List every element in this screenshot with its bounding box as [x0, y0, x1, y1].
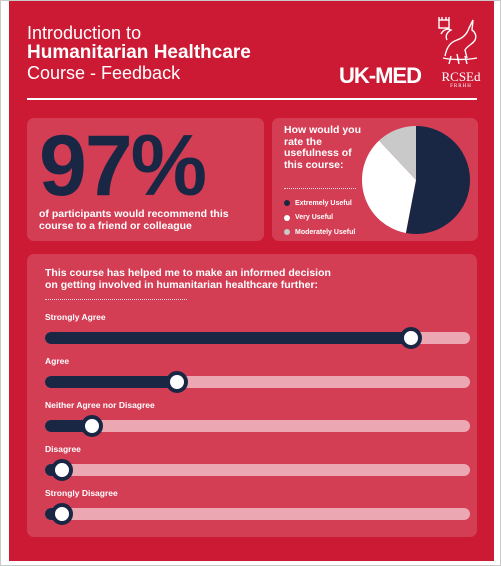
decision-question: This course has helped me to make an inf…: [45, 267, 331, 291]
legend-swatch: [284, 214, 290, 221]
bar-marker: [165, 371, 188, 393]
pie-legend: Extremely Useful Very Useful Moderately Us…: [284, 196, 355, 240]
legend-swatch: [284, 229, 290, 236]
infographic: Introduction to Humanitarian Healthcare …: [9, 1, 494, 561]
title-line-2: Humanitarian Healthcare: [27, 42, 251, 63]
legend-label: Very Useful: [295, 214, 334, 222]
legend-label: Moderately Useful: [295, 228, 356, 236]
recommend-percentage: 97%: [39, 118, 207, 214]
decision-bar-chart: Strongly Agree Agree Neither Agree nor Dis…: [45, 312, 470, 532]
bar-fill: [45, 376, 177, 388]
legend-swatch: [284, 200, 290, 207]
recommend-caption: of participants would recommend this cou…: [39, 208, 229, 232]
bar-track: [45, 503, 470, 525]
unicorn-crest-icon: [438, 17, 478, 65]
rcsed-logo-subtext: FRRHH: [450, 84, 472, 89]
title-line-3: Course - Feedback: [27, 63, 181, 83]
bar-track: [45, 415, 470, 437]
bar-fill: [45, 332, 411, 344]
legend-item: Extremely Useful: [284, 196, 355, 211]
legend-label: Extremely Useful: [295, 199, 352, 207]
bar-label: Agree: [45, 356, 70, 366]
bar-row: Disagree: [45, 444, 470, 488]
bar-track: [45, 371, 470, 393]
bar-row: Strongly Agree: [45, 312, 470, 356]
ukmed-logo: UK-MED: [339, 63, 422, 88]
legend-item: Very Useful: [284, 211, 355, 226]
legend-item: Moderately Useful: [284, 225, 355, 240]
bar-track: [45, 459, 470, 481]
bar-row: Neither Agree nor Disagree: [45, 400, 470, 444]
usefulness-question: How would you rate the usefulness of thi…: [284, 124, 361, 171]
bar-track: [45, 327, 470, 349]
usefulness-pie-chart: [362, 126, 470, 234]
rcsed-logo: RCSEd FRRHH: [441, 69, 481, 89]
bar-label: Strongly Agree: [45, 312, 106, 322]
bar-marker: [51, 459, 73, 481]
bar-label: Neither Agree nor Disagree: [45, 400, 155, 410]
bar-fill: [45, 420, 92, 432]
recommend-panel: 97% of participants would recommend this…: [27, 118, 264, 241]
bar-marker: [80, 415, 103, 437]
bar-marker: [399, 327, 422, 349]
pie-slice-moderately-useful: [379, 126, 416, 180]
bar-row: Agree: [45, 356, 470, 400]
bar-marker: [51, 503, 73, 525]
usefulness-panel: How would you rate the usefulness of thi…: [272, 118, 478, 241]
bar-row: Strongly Disagree: [45, 488, 470, 532]
pie-slice-very-useful: [362, 140, 416, 234]
title-line-1: Introduction to: [27, 23, 142, 43]
dotted-divider: [284, 188, 356, 189]
dotted-divider: [45, 299, 187, 300]
page-title: Introduction to Humanitarian Healthcare …: [27, 23, 251, 83]
decision-panel: This course has helped me to make an inf…: [27, 254, 477, 537]
pie-slice-extremely-useful: [405, 126, 470, 234]
bar-label: Strongly Disagree: [45, 488, 118, 498]
bar-label: Disagree: [45, 444, 81, 454]
rcsed-logo-text: RCSEd: [441, 69, 481, 84]
header-divider: [27, 98, 477, 100]
